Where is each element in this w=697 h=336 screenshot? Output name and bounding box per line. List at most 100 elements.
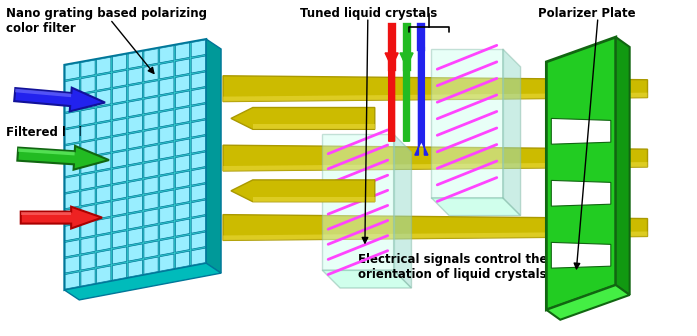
Polygon shape bbox=[112, 183, 127, 200]
Polygon shape bbox=[97, 106, 111, 122]
Polygon shape bbox=[112, 54, 127, 71]
Polygon shape bbox=[191, 40, 206, 57]
Polygon shape bbox=[112, 86, 127, 103]
Polygon shape bbox=[431, 198, 521, 216]
Polygon shape bbox=[97, 234, 111, 251]
Polygon shape bbox=[551, 242, 611, 268]
Polygon shape bbox=[144, 129, 158, 146]
Polygon shape bbox=[81, 205, 95, 222]
Polygon shape bbox=[615, 37, 629, 295]
Text: Polarizer Plate: Polarizer Plate bbox=[538, 7, 636, 20]
Polygon shape bbox=[65, 272, 79, 289]
Polygon shape bbox=[81, 269, 95, 286]
Polygon shape bbox=[128, 68, 142, 85]
Polygon shape bbox=[191, 200, 206, 217]
Polygon shape bbox=[81, 221, 95, 238]
Polygon shape bbox=[65, 95, 79, 112]
Polygon shape bbox=[160, 142, 174, 159]
Polygon shape bbox=[160, 222, 174, 239]
Polygon shape bbox=[81, 188, 95, 206]
Polygon shape bbox=[176, 139, 190, 156]
Polygon shape bbox=[81, 237, 95, 254]
Polygon shape bbox=[191, 56, 206, 73]
Polygon shape bbox=[112, 215, 127, 232]
Polygon shape bbox=[97, 266, 111, 283]
Polygon shape bbox=[144, 161, 158, 178]
Polygon shape bbox=[144, 257, 158, 274]
Polygon shape bbox=[322, 134, 394, 270]
Polygon shape bbox=[97, 57, 111, 74]
Polygon shape bbox=[394, 134, 411, 288]
Polygon shape bbox=[253, 124, 375, 129]
Polygon shape bbox=[97, 137, 111, 155]
Polygon shape bbox=[18, 148, 75, 156]
Polygon shape bbox=[97, 154, 111, 171]
Polygon shape bbox=[144, 65, 158, 82]
Polygon shape bbox=[144, 177, 158, 194]
Polygon shape bbox=[160, 46, 174, 63]
Polygon shape bbox=[191, 104, 206, 121]
Polygon shape bbox=[223, 232, 648, 240]
Polygon shape bbox=[385, 53, 398, 141]
Polygon shape bbox=[97, 218, 111, 235]
Polygon shape bbox=[97, 186, 111, 203]
Polygon shape bbox=[144, 49, 158, 66]
Polygon shape bbox=[144, 193, 158, 210]
Polygon shape bbox=[176, 187, 190, 204]
Polygon shape bbox=[97, 170, 111, 187]
Polygon shape bbox=[144, 225, 158, 242]
Polygon shape bbox=[176, 91, 190, 108]
Polygon shape bbox=[144, 145, 158, 162]
Polygon shape bbox=[160, 110, 174, 127]
Polygon shape bbox=[112, 247, 127, 264]
Polygon shape bbox=[546, 285, 629, 320]
Polygon shape bbox=[223, 76, 648, 101]
Polygon shape bbox=[97, 121, 111, 138]
Polygon shape bbox=[81, 60, 95, 77]
Polygon shape bbox=[128, 99, 142, 117]
Polygon shape bbox=[128, 260, 142, 277]
Polygon shape bbox=[15, 89, 71, 97]
Polygon shape bbox=[81, 253, 95, 270]
Polygon shape bbox=[65, 224, 79, 241]
Polygon shape bbox=[176, 203, 190, 220]
Polygon shape bbox=[191, 232, 206, 249]
Polygon shape bbox=[81, 76, 95, 93]
Polygon shape bbox=[160, 206, 174, 223]
Polygon shape bbox=[128, 84, 142, 100]
Polygon shape bbox=[191, 152, 206, 169]
Polygon shape bbox=[176, 59, 190, 76]
Polygon shape bbox=[21, 207, 102, 228]
Polygon shape bbox=[253, 197, 375, 202]
Polygon shape bbox=[128, 212, 142, 229]
Polygon shape bbox=[191, 88, 206, 105]
Polygon shape bbox=[176, 123, 190, 140]
Polygon shape bbox=[128, 116, 142, 133]
Polygon shape bbox=[231, 180, 375, 202]
Polygon shape bbox=[65, 159, 79, 176]
Polygon shape bbox=[176, 251, 190, 268]
Polygon shape bbox=[112, 263, 127, 280]
Polygon shape bbox=[64, 263, 221, 300]
Polygon shape bbox=[160, 254, 174, 271]
Polygon shape bbox=[112, 119, 127, 136]
Polygon shape bbox=[128, 228, 142, 245]
Polygon shape bbox=[65, 208, 79, 225]
Polygon shape bbox=[176, 75, 190, 92]
Polygon shape bbox=[176, 219, 190, 236]
Polygon shape bbox=[81, 92, 95, 109]
Polygon shape bbox=[65, 79, 79, 96]
Polygon shape bbox=[14, 88, 105, 112]
Polygon shape bbox=[65, 127, 79, 144]
Polygon shape bbox=[112, 199, 127, 216]
Polygon shape bbox=[160, 78, 174, 95]
Polygon shape bbox=[65, 111, 79, 128]
Polygon shape bbox=[97, 250, 111, 267]
Polygon shape bbox=[65, 240, 79, 257]
Polygon shape bbox=[176, 107, 190, 124]
Polygon shape bbox=[160, 238, 174, 255]
Polygon shape bbox=[160, 190, 174, 207]
Polygon shape bbox=[191, 120, 206, 137]
Polygon shape bbox=[144, 81, 158, 98]
Polygon shape bbox=[64, 39, 206, 290]
